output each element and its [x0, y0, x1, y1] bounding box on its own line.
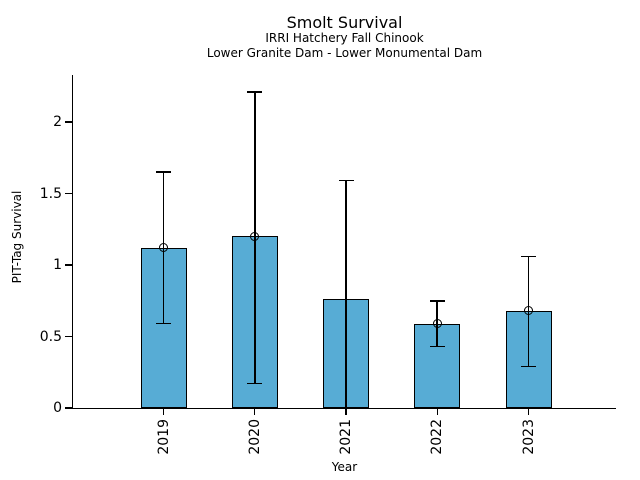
x-tick-label-2023: 2023: [520, 419, 537, 455]
y-tick-1.5: [64, 192, 72, 195]
x-tick-2023: [527, 409, 530, 415]
y-tick-label-0.5: 0.5: [39, 328, 62, 345]
errorbar-2021: [345, 180, 347, 408]
x-tick-2020: [254, 409, 256, 415]
x-tick-2021: [345, 409, 347, 415]
errorbar-cap-high-2022: [429, 299, 445, 302]
errorbar-cap-high-2023: [521, 255, 536, 258]
chart-subtitle-line1: IRRI Hatchery Fall Chinook: [265, 31, 424, 45]
errorbar-cap-high-2020: [247, 91, 263, 93]
point-marker-2019: [159, 243, 168, 253]
x-tick-2022: [436, 409, 438, 415]
y-tick-1: [64, 264, 72, 266]
errorbar-cap-low-2019: [156, 322, 171, 325]
errorbar-cap-low-2023: [521, 365, 536, 368]
y-tick-0.5: [64, 335, 72, 338]
x-axis-line: [71, 408, 616, 410]
y-axis-line: [71, 75, 73, 410]
errorbar-cap-low-2021: [338, 407, 354, 409]
x-tick-label-2020: 2020: [246, 419, 263, 455]
y-tick-label-2: 2: [53, 114, 62, 130]
errorbar-cap-high-2021: [338, 179, 354, 182]
errorbar-cap-high-2019: [156, 171, 171, 173]
chart-subtitle-line2: Lower Granite Dam - Lower Monumental Dam: [206, 46, 483, 60]
x-tick-label-2022: 2022: [429, 419, 446, 455]
point-marker-2022: [432, 319, 442, 329]
y-tick-2: [64, 121, 72, 123]
y-tick-label-1.5: 1.5: [39, 185, 62, 202]
errorbar-cap-low-2020: [247, 382, 263, 385]
x-tick-2019: [162, 409, 165, 415]
y-tick-label-0: 0: [53, 400, 62, 416]
point-marker-2023: [524, 306, 533, 316]
x-tick-label-2021: 2021: [338, 419, 354, 455]
y-tick-label-1: 1: [53, 257, 62, 273]
y-tick-0: [64, 407, 72, 409]
errorbar-cap-low-2022: [429, 345, 445, 348]
x-tick-label-2019: 2019: [155, 419, 172, 455]
x-axis-label: Year: [331, 460, 358, 474]
chart-title: Smolt Survival: [286, 13, 403, 32]
point-marker-2020: [250, 231, 260, 241]
